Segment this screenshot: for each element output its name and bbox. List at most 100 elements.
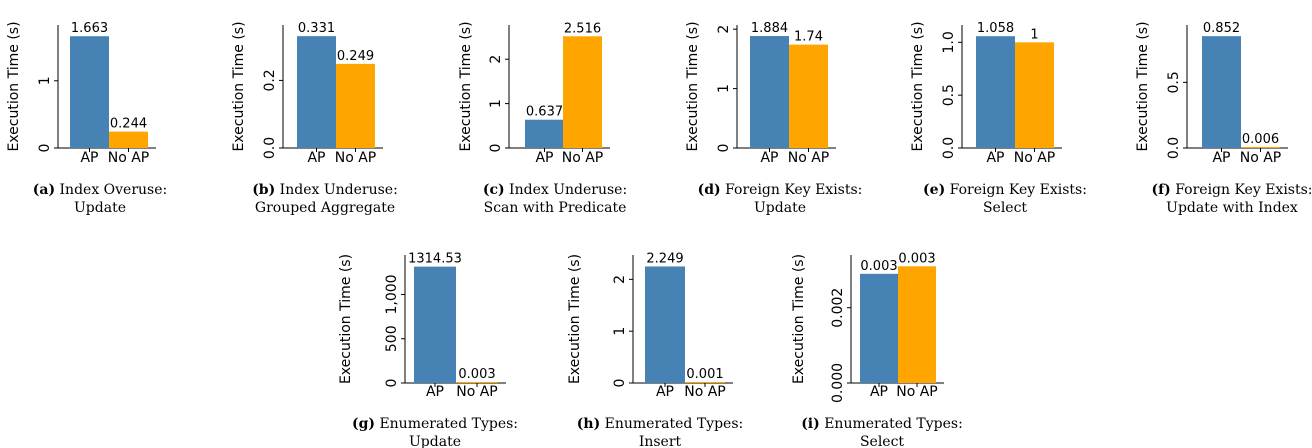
chart-panel: 0 1 2 Execution Time (s) AP 1.884 No AP 1.74 (d)… (685, 21, 862, 216)
caption-text: Enumerated Types: (820, 416, 963, 432)
data-label: 1314.53 (408, 252, 462, 267)
x-tick-label: No AP (108, 150, 150, 166)
data-label: 1.663 (71, 21, 108, 36)
bar (1241, 147, 1280, 148)
x-tick-label: AP (656, 384, 674, 400)
chart-panel: 0.000 0.002 Execution Time (s) AP 0.003 No AP… (791, 251, 963, 448)
caption-line-1: (d) Foreign Key Exists: (698, 182, 863, 198)
y-tick-label: 2 (612, 275, 628, 284)
bar (1202, 36, 1241, 148)
data-label: 2.516 (564, 21, 601, 36)
data-label: 0.006 (1242, 132, 1279, 147)
y-tick-label: 1 (716, 84, 732, 93)
y-tick-label: 2 (488, 55, 504, 64)
y-tick-label: 1 (488, 99, 504, 108)
caption-line-1: (b) Index Underuse: (252, 182, 398, 198)
caption-line-1: (c) Index Underuse: (483, 182, 627, 198)
chart-panel: 0.0 0.5 Execution Time (s) AP 0.852 No AP 0.00… (1135, 21, 1312, 216)
bar (414, 266, 456, 383)
caption-label: (e) (923, 182, 945, 198)
caption-line-1: (h) Enumerated Types: (577, 416, 743, 432)
caption-label: (b) (252, 182, 275, 198)
data-label: 0.244 (110, 117, 147, 132)
data-label: 0.852 (1203, 21, 1240, 36)
y-tick-label: 0 (716, 144, 732, 153)
bar (70, 36, 109, 148)
y-tick-label: 0.5 (941, 84, 957, 106)
bar (563, 36, 602, 148)
x-tick-label: AP (986, 150, 1004, 166)
caption-label: (g) (352, 416, 375, 432)
caption-text: Enumerated Types: (600, 416, 743, 432)
y-axis-label: Execution Time (s) (1135, 21, 1151, 151)
x-tick-label: No AP (684, 384, 726, 400)
x-tick-label: No AP (562, 150, 604, 166)
bar (789, 44, 828, 148)
y-tick-label: 1 (37, 76, 53, 85)
bar (645, 266, 685, 383)
y-tick-label: 0 (488, 144, 504, 153)
x-tick-label: AP (307, 150, 325, 166)
y-tick-label: 500 (384, 325, 400, 352)
bar (336, 63, 375, 148)
caption-label: (d) (698, 182, 721, 198)
caption-line-1: (e) Foreign Key Exists: (923, 182, 1087, 198)
caption-line-2: Update (754, 200, 806, 216)
bar (1015, 42, 1054, 148)
data-label: 1.884 (751, 21, 788, 36)
caption-line-2: Insert (639, 434, 682, 448)
y-axis-label: Execution Time (s) (567, 254, 583, 384)
y-tick-label: 0.0 (262, 137, 278, 159)
caption-label: (f) (1151, 182, 1170, 198)
y-tick-label: 0.0 (1166, 137, 1182, 159)
caption-line-1: (f) Foreign Key Exists: (1151, 182, 1312, 198)
bar (860, 273, 898, 383)
caption-line-2: Update with Index (1166, 200, 1298, 216)
y-tick-label: 2 (716, 25, 732, 34)
bar (976, 36, 1015, 148)
y-axis-label: Execution Time (s) (910, 21, 926, 151)
y-tick-label: 0 (37, 144, 53, 153)
y-tick-label: 0.002 (830, 288, 846, 328)
y-axis-label: Execution Time (s) (458, 21, 474, 151)
bar (456, 382, 498, 383)
y-axis-label: Execution Time (s) (338, 254, 354, 384)
x-tick-label: AP (760, 150, 778, 166)
caption-text: Index Underuse: (505, 182, 628, 198)
caption-text: Index Overuse: (55, 182, 167, 198)
caption-line-2: Update (409, 434, 461, 448)
x-tick-label: No AP (1240, 150, 1282, 166)
x-tick-label: No AP (896, 384, 938, 400)
y-tick-label: 0 (384, 379, 400, 388)
bar (898, 266, 936, 383)
y-axis-label: Execution Time (s) (791, 254, 807, 384)
bar (297, 36, 336, 148)
data-label: 0.003 (898, 251, 935, 266)
y-tick-label: 0 (612, 379, 628, 388)
y-axis-label: Execution Time (s) (6, 21, 22, 151)
y-tick-label: 0.000 (830, 363, 846, 403)
caption-line-1: (i) Enumerated Types: (801, 416, 963, 432)
data-label: 0.331 (298, 21, 335, 36)
y-tick-label: 0.5 (1166, 71, 1182, 93)
x-tick-label: AP (870, 384, 888, 400)
data-label: 1.74 (794, 30, 823, 45)
bar (685, 382, 725, 383)
y-tick-label: 1 (612, 327, 628, 336)
x-tick-label: AP (535, 150, 553, 166)
chart-panel: 0 1 Execution Time (s) AP 1.663 No AP 0.244 (a)… (6, 21, 167, 216)
caption-line-2: Select (983, 200, 1027, 216)
caption-label: (h) (577, 416, 600, 432)
caption-line-2: Select (860, 434, 904, 448)
caption-line-1: (g) Enumerated Types: (352, 416, 518, 432)
caption-label: (c) (483, 182, 505, 198)
x-tick-label: No AP (788, 150, 830, 166)
x-tick-label: AP (80, 150, 98, 166)
data-label: 1.058 (977, 21, 1014, 36)
bar (525, 119, 564, 148)
y-axis-label: Execution Time (s) (231, 21, 247, 151)
x-tick-label: No AP (335, 150, 377, 166)
chart-panel: 0 500 1,000 Execution Time (s) AP 1314.53 No A… (338, 252, 518, 448)
x-tick-label: No AP (1014, 150, 1056, 166)
bar (750, 36, 789, 149)
